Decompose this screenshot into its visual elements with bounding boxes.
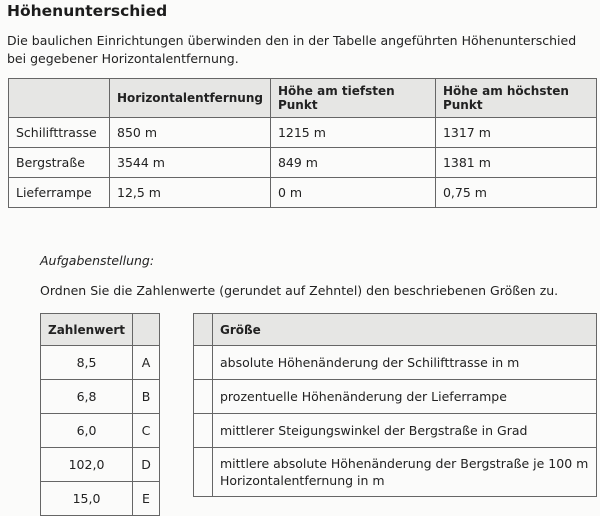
letter-cell: E — [132, 481, 160, 516]
table-row: Bergstraße 3544 m 849 m 1381 m — [8, 147, 598, 178]
cell: 849 m — [269, 147, 436, 178]
table-header-row: Horizontalentfernung Höhe am tiefsten Pu… — [8, 78, 598, 118]
cell: Schilifttrasse — [8, 117, 110, 148]
cell: 12,5 m — [109, 177, 271, 208]
table-row: 8,5 A — [39, 345, 160, 380]
answer-box[interactable] — [193, 413, 213, 448]
table-row: absolute Höhenänderung der Schilifttrass… — [193, 345, 597, 380]
cell: Bergstraße — [8, 147, 110, 178]
answer-box[interactable] — [193, 345, 213, 380]
table-header-row: Größe — [193, 313, 597, 346]
letter-cell: C — [132, 413, 160, 448]
cell: 850 m — [109, 117, 271, 148]
header-cell: Größe — [212, 313, 597, 346]
height-data-table: Horizontalentfernung Höhe am tiefsten Pu… — [8, 78, 598, 208]
table-row: Lieferrampe 12,5 m 0 m 0,75 m — [8, 177, 598, 208]
header-cell: Höhe am tiefsten Punkt — [269, 78, 436, 118]
header-cell: Zahlenwert — [39, 313, 134, 346]
section-title: Höhenunterschied — [7, 2, 168, 20]
answer-box[interactable] — [193, 447, 213, 497]
header-cell: Horizontalentfernung — [109, 78, 271, 118]
values-table: Zahlenwert 8,5 A 6,8 B 6,0 C 102,0 D 15,0 E — [39, 313, 160, 516]
quantity-cell: mittlerer Steigungswinkel der Bergstraße… — [212, 413, 597, 448]
answer-header-empty — [193, 313, 213, 346]
value-cell: 6,8 — [39, 379, 134, 414]
header-cell: Höhe am höchsten Punkt — [434, 78, 598, 118]
value-cell: 8,5 — [39, 345, 134, 380]
table-row: prozentuelle Höhenänderung der Lieferram… — [193, 379, 597, 414]
cell: 1317 m — [434, 117, 598, 148]
cell: 0,75 m — [434, 177, 598, 208]
quantity-cell: absolute Höhenänderung der Schilifttrass… — [212, 345, 597, 380]
instruction-text: Ordnen Sie die Zahlenwerte (gerundet auf… — [40, 283, 559, 298]
quantities-table: Größe absolute Höhenänderung der Schilif… — [193, 313, 597, 497]
table-row: 15,0 E — [39, 481, 160, 516]
table-row: Schilifttrasse 850 m 1215 m 1317 m — [8, 117, 598, 148]
value-cell: 102,0 — [39, 447, 134, 482]
value-cell: 6,0 — [39, 413, 134, 448]
table-row: 6,8 B — [39, 379, 160, 414]
table-header-row: Zahlenwert — [39, 313, 160, 346]
quantity-cell: mittlere absolute Höhenänderung der Berg… — [212, 447, 597, 497]
letter-cell: B — [132, 379, 160, 414]
cell: 1215 m — [269, 117, 436, 148]
table-row: mittlerer Steigungswinkel der Bergstraße… — [193, 413, 597, 448]
answer-box[interactable] — [193, 379, 213, 414]
intro-text: Die baulichen Einrichtungen überwinden d… — [7, 33, 577, 66]
value-cell: 15,0 — [39, 481, 134, 516]
header-cell-empty — [132, 313, 160, 346]
table-row: mittlere absolute Höhenänderung der Berg… — [193, 447, 597, 497]
cell: 1381 m — [434, 147, 598, 178]
cell: Lieferrampe — [8, 177, 110, 208]
letter-cell: D — [132, 447, 160, 482]
cell: 3544 m — [109, 147, 271, 178]
task-label: Aufgabenstellung: — [40, 253, 155, 268]
header-cell — [8, 78, 110, 118]
table-row: 6,0 C — [39, 413, 160, 448]
cell: 0 m — [269, 177, 436, 208]
quantity-cell: prozentuelle Höhenänderung der Lieferram… — [212, 379, 597, 414]
table-row: 102,0 D — [39, 447, 160, 482]
letter-cell: A — [132, 345, 160, 380]
